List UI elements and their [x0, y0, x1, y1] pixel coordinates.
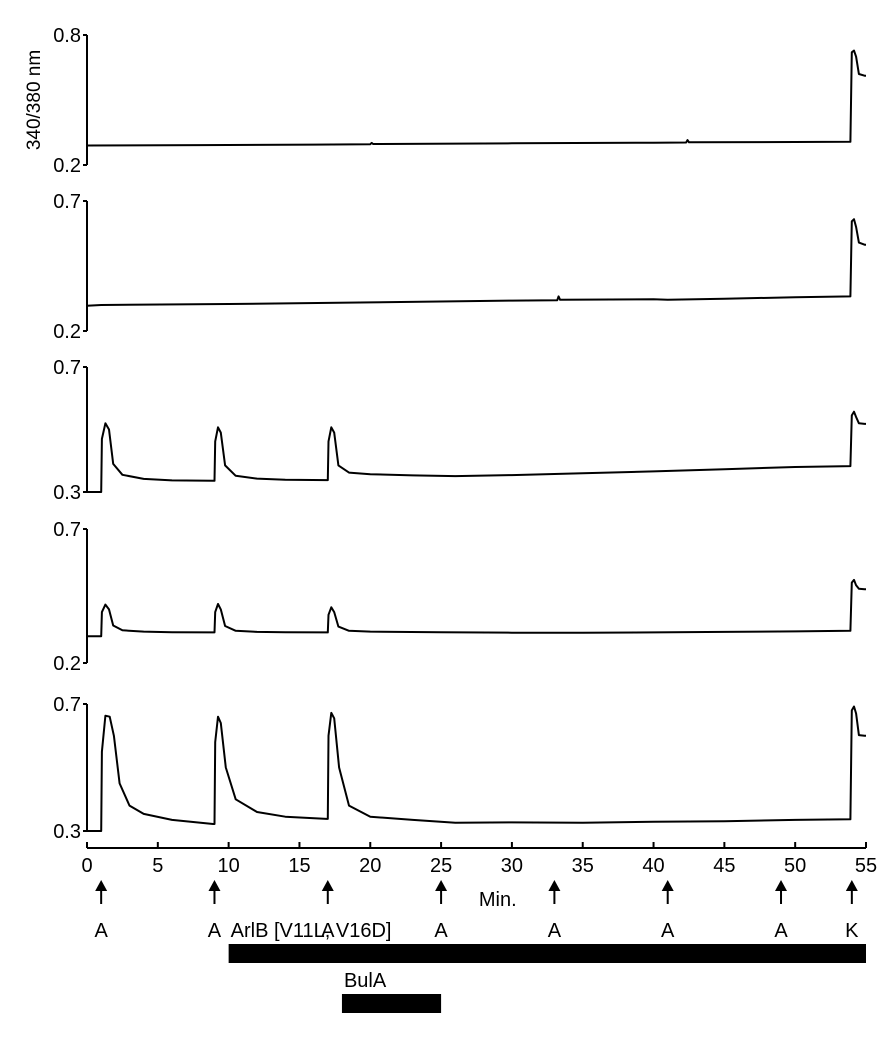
- y-tick-label: 0.3: [53, 482, 81, 504]
- arrow-label: A: [321, 920, 335, 942]
- treatment-bar-label: BulA: [344, 970, 387, 992]
- treatment-bar: BulA: [341, 970, 442, 1013]
- x-tick-label: 25: [430, 855, 452, 877]
- arrow-marker: A: [94, 880, 108, 942]
- trace-panel-2: 0.7 0.2: [53, 191, 866, 343]
- arrow-label: A: [94, 920, 108, 942]
- arrow-head-icon: [321, 880, 334, 891]
- arrow-label: A: [434, 920, 448, 942]
- arrow-marker: K: [845, 880, 859, 942]
- trace-line: [86, 218, 866, 307]
- arrow-head-icon: [845, 880, 858, 891]
- trace-line: [87, 410, 866, 493]
- arrow-label: A: [661, 920, 675, 942]
- x-tick-label: 5: [152, 855, 163, 877]
- treatment-bar: ArlB [V11L, V16D]: [228, 920, 867, 963]
- trace-panel-4: 0.7 0.2: [53, 519, 866, 675]
- y-tick-label: 0.7: [53, 519, 81, 541]
- arrow-label: K: [845, 920, 859, 942]
- trace-panels: 0.8 0.2 0.7 0.2 0.7 0.3 0.7 0.2 0.7 0.3: [53, 25, 866, 843]
- trace-panel-5: 0.7 0.3: [53, 694, 866, 843]
- arrow-head-icon: [775, 880, 788, 891]
- x-tick-label: 55: [855, 855, 877, 877]
- arrow-head-icon: [661, 880, 674, 891]
- arrow-head-icon: [95, 880, 108, 891]
- x-tick-label: 0: [81, 855, 92, 877]
- arrow-marker: A: [661, 880, 675, 942]
- arrow-marker: A: [208, 880, 222, 942]
- y-tick-label: 0.7: [53, 694, 81, 716]
- treatment-bar-fill: [341, 994, 442, 1013]
- y-axis-label: 340/380 nm: [24, 50, 45, 150]
- arrow-label: A: [548, 920, 562, 942]
- x-tick-label: 40: [642, 855, 664, 877]
- arrow-head-icon: [435, 880, 448, 891]
- y-tick-label: 0.8: [53, 25, 81, 47]
- arrow-marker: A: [434, 880, 448, 942]
- x-tick-label: 35: [572, 855, 594, 877]
- arrow-label: A: [774, 920, 788, 942]
- treatment-bars: ArlB [V11L, V16D] BulA: [228, 920, 867, 1013]
- y-tick-label: 0.7: [53, 191, 81, 213]
- arrow-label: A: [208, 920, 222, 942]
- trace-panel-1: 0.8 0.2: [53, 25, 866, 177]
- arrow-head-icon: [548, 880, 561, 891]
- treatment-bar-fill: [228, 944, 867, 963]
- x-axis: 0 5 10 15 20 25 30 35 40 45 50 55 Min.: [81, 842, 877, 911]
- x-tick-label: 20: [359, 855, 381, 877]
- arrow-marker: A: [774, 880, 788, 942]
- trace-line: [86, 49, 866, 147]
- arrow-marker: A: [321, 880, 335, 942]
- x-tick-label: 50: [784, 855, 806, 877]
- y-tick-label: 0.2: [53, 653, 81, 675]
- x-tick-label: 45: [713, 855, 735, 877]
- y-tick-label: 0.2: [53, 321, 81, 343]
- y-tick-label: 0.7: [53, 357, 81, 379]
- treatment-bar-label: ArlB [V11L, V16D]: [231, 920, 392, 942]
- x-tick-label: 10: [218, 855, 240, 877]
- x-axis-label: Min.: [479, 889, 517, 911]
- trace-panel-3: 0.7 0.3: [53, 357, 866, 504]
- arrow-head-icon: [208, 880, 221, 891]
- trace-line: [87, 578, 866, 638]
- x-tick-label: 15: [288, 855, 310, 877]
- y-tick-label: 0.3: [53, 821, 81, 843]
- x-tick-label: 30: [501, 855, 523, 877]
- trace-line: [87, 705, 866, 832]
- arrow-marker: A: [548, 880, 562, 942]
- y-tick-label: 0.2: [53, 155, 81, 177]
